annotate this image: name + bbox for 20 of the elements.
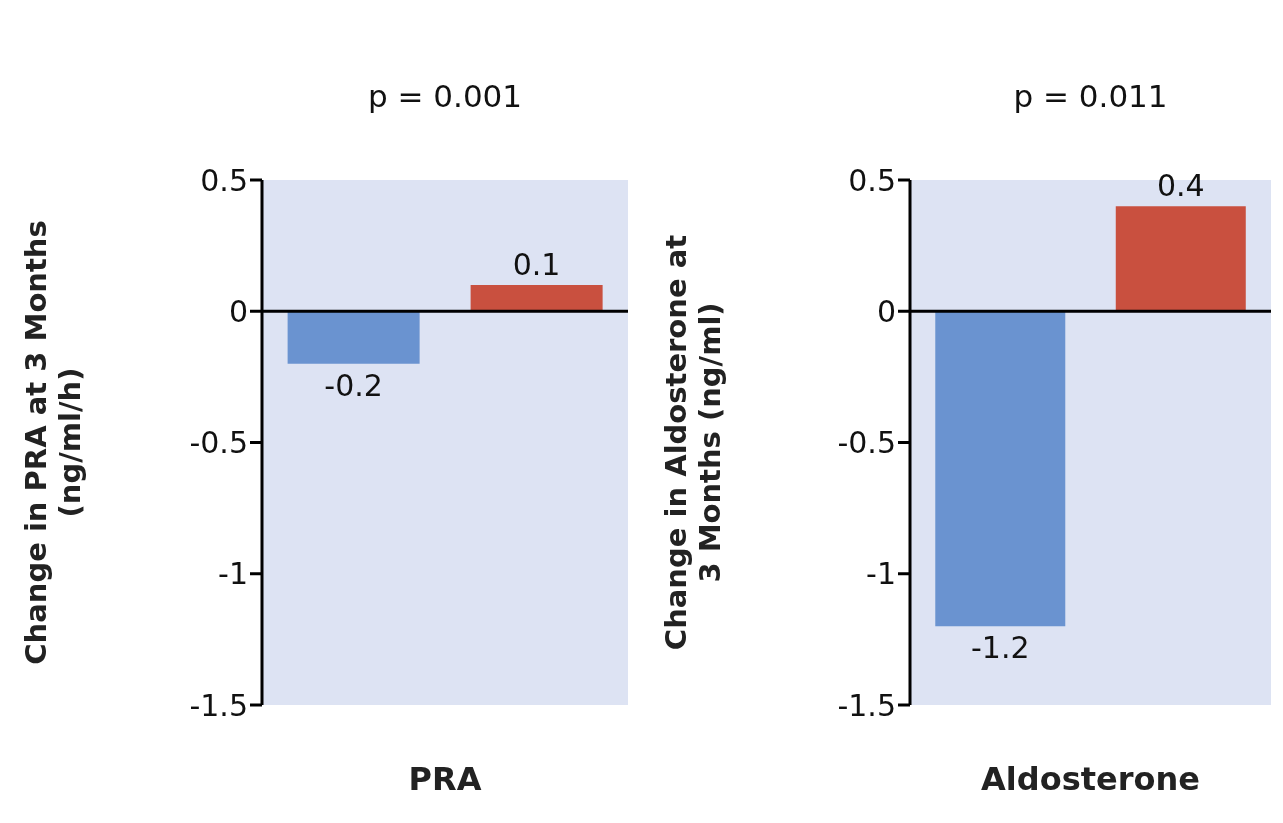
y-tick-label: 0.5 <box>200 162 248 198</box>
y-tick-label: 0.5 <box>848 162 896 198</box>
x-axis-title: PRA <box>408 760 482 798</box>
y-axis-title: Change in Aldosterone at 3 Months (ng/ml) <box>659 234 727 651</box>
x-axis-title: Aldosterone <box>981 760 1200 798</box>
chart-title: p = 0.011 <box>1012 78 1169 114</box>
y-tick-label: -1.5 <box>189 687 248 723</box>
data-label: 0.4 <box>1156 168 1205 204</box>
data-label: -1.2 <box>971 630 1030 666</box>
y-tick-label: -0.5 <box>189 425 248 461</box>
y-tick-label: -1 <box>866 556 896 592</box>
y-axis-title: Change in PRA at 3 Months (ng/ml/h) <box>19 220 87 665</box>
data-label: -0.2 <box>324 367 383 403</box>
y-tick-label: 0 <box>228 293 248 329</box>
chart-title: p = 0.001 <box>366 78 524 114</box>
y-tick-label: -1.5 <box>837 687 896 723</box>
y-tick-label: -0.5 <box>837 425 896 461</box>
y-tick-label: 0 <box>876 293 896 329</box>
data-label: 0.1 <box>512 247 561 282</box>
y-tick-label: -1 <box>218 556 248 592</box>
